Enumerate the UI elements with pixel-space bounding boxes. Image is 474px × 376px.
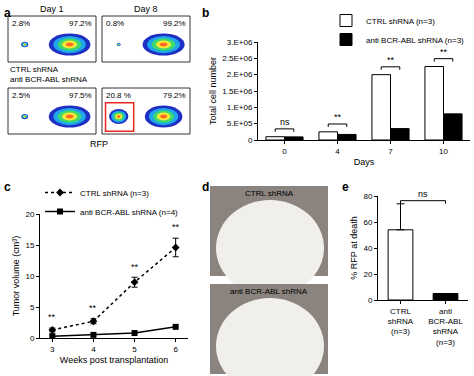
svg-text:CTRLshRNA(n=3): CTRLshRNA(n=3) — [388, 307, 414, 337]
svg-text:Day 1: Day 1 — [40, 4, 64, 14]
svg-text:anti BCR-ABL shRNA (n=3): anti BCR-ABL shRNA (n=3) — [366, 36, 464, 45]
svg-text:CTRL shRNA (n=3): CTRL shRNA (n=3) — [80, 189, 149, 198]
svg-text:20: 20 — [25, 210, 34, 219]
svg-text:2.5%: 2.5% — [12, 91, 30, 100]
svg-text:% RFP at death: % RFP at death — [349, 216, 359, 279]
svg-text:97.2%: 97.2% — [69, 19, 92, 28]
svg-text:40: 40 — [363, 244, 372, 253]
svg-text:Days: Days — [354, 157, 375, 167]
svg-text:Total cell number: Total cell number — [208, 57, 218, 125]
svg-text:anti BCR-ABL shRNA: anti BCR-ABL shRNA — [10, 75, 88, 84]
svg-text:1.E+06: 1.E+06 — [227, 103, 253, 112]
svg-text:**: ** — [48, 312, 56, 322]
svg-text:60: 60 — [363, 218, 372, 227]
svg-text:20.8 %: 20.8 % — [106, 91, 131, 100]
svg-text:**: ** — [440, 47, 448, 57]
svg-text:**: ** — [172, 222, 180, 232]
svg-text:2.5E+06: 2.5E+06 — [222, 54, 253, 63]
svg-text:0.8%: 0.8% — [106, 19, 124, 28]
svg-text:**: ** — [89, 303, 97, 313]
svg-text:d: d — [202, 180, 209, 194]
svg-text:CTRL shRNA: CTRL shRNA — [245, 189, 294, 198]
svg-text:Day 8: Day 8 — [134, 4, 158, 14]
svg-text:10: 10 — [25, 272, 34, 281]
svg-text:**: ** — [334, 112, 342, 122]
svg-text:2.8%: 2.8% — [12, 19, 30, 28]
svg-text:79.2%: 79.2% — [163, 91, 186, 100]
svg-text:anti BCR-ABL shRNA: anti BCR-ABL shRNA — [230, 287, 308, 296]
svg-text:5: 5 — [132, 345, 137, 354]
svg-text:ns: ns — [418, 189, 428, 199]
svg-text:CTRL shRNA (n=3): CTRL shRNA (n=3) — [366, 17, 435, 26]
svg-text:ns: ns — [280, 117, 290, 127]
svg-text:5.E+05: 5.E+05 — [227, 119, 253, 128]
svg-text:anti BCR-ABL shRNA (n=4): anti BCR-ABL shRNA (n=4) — [80, 208, 178, 217]
svg-text:antiBCR-ABLshRNA(n=3): antiBCR-ABLshRNA(n=3) — [428, 307, 463, 347]
svg-text:Tumor volume (cm³): Tumor volume (cm³) — [11, 236, 21, 317]
svg-text:e: e — [342, 180, 349, 194]
svg-text:CTRL shRNA: CTRL shRNA — [10, 65, 59, 74]
svg-text:4: 4 — [91, 345, 96, 354]
svg-text:c: c — [4, 180, 11, 194]
svg-text:0: 0 — [248, 136, 253, 145]
svg-text:**: ** — [131, 262, 139, 272]
svg-text:20: 20 — [363, 270, 372, 279]
svg-text:97.5%: 97.5% — [69, 91, 92, 100]
svg-text:6: 6 — [173, 345, 178, 354]
svg-text:b: b — [202, 6, 209, 20]
svg-text:0: 0 — [282, 147, 287, 156]
svg-text:99.2%: 99.2% — [163, 19, 186, 28]
svg-text:1.5E+06: 1.5E+06 — [222, 87, 253, 96]
svg-text:a: a — [4, 6, 11, 20]
svg-text:15: 15 — [25, 241, 34, 250]
svg-text:80: 80 — [363, 192, 372, 201]
svg-text:0: 0 — [30, 334, 35, 343]
svg-text:10: 10 — [439, 147, 448, 156]
svg-text:3.E+06: 3.E+06 — [227, 38, 253, 47]
svg-text:7: 7 — [388, 147, 393, 156]
svg-text:2.E+06: 2.E+06 — [227, 70, 253, 79]
svg-text:0: 0 — [368, 296, 373, 305]
svg-text:5: 5 — [30, 303, 35, 312]
svg-text:4: 4 — [335, 147, 340, 156]
svg-text:Weeks post transplantation: Weeks post transplantation — [60, 355, 168, 365]
svg-text:RFP: RFP — [90, 139, 108, 149]
svg-text:3: 3 — [50, 345, 55, 354]
svg-text:**: ** — [387, 55, 395, 65]
